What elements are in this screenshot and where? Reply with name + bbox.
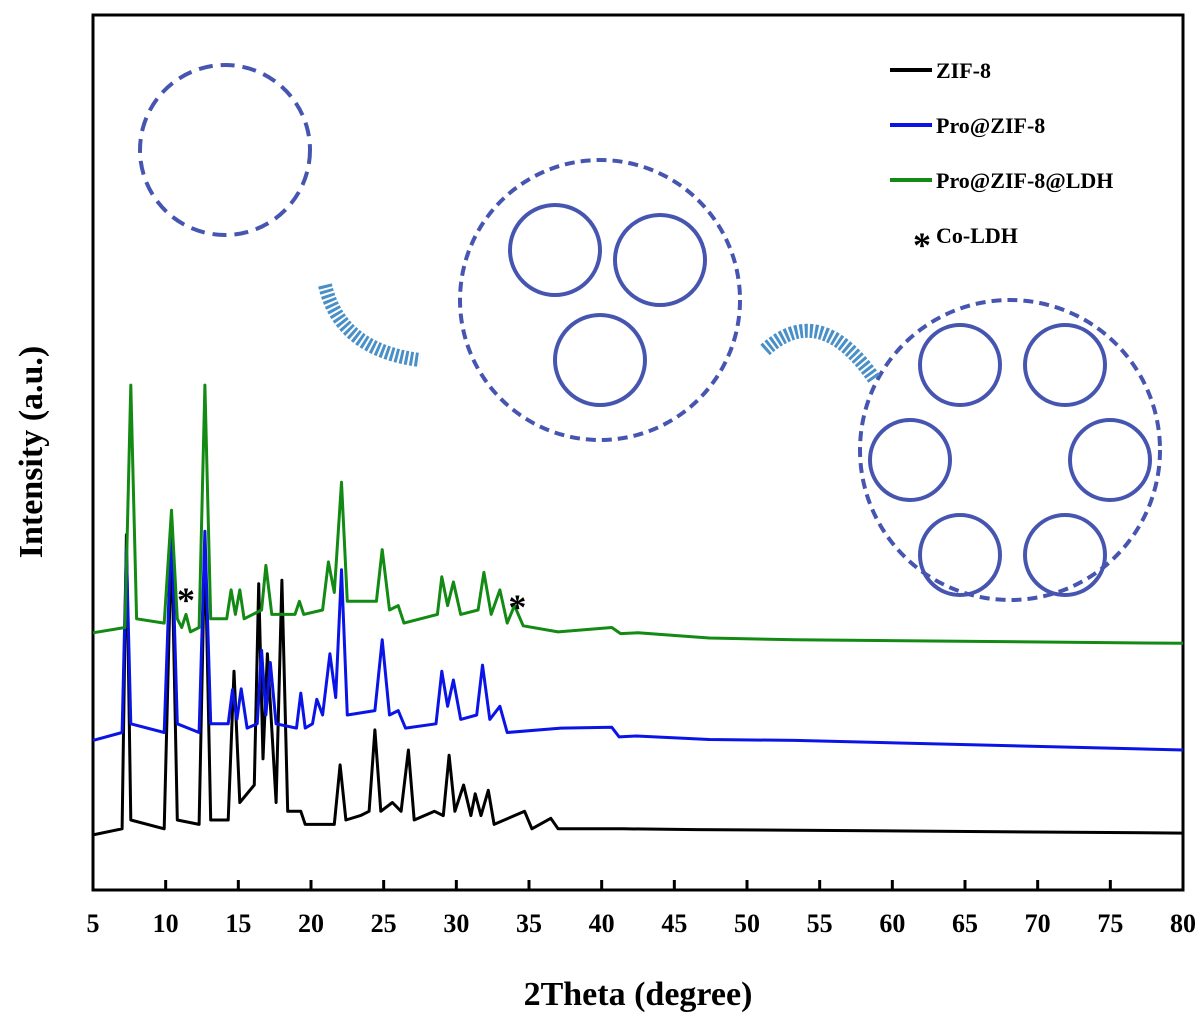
legend-label: ZIF-8 bbox=[936, 58, 991, 83]
x-tick-label: 60 bbox=[879, 909, 905, 938]
x-tick-label: 65 bbox=[952, 909, 978, 938]
annotation: * bbox=[508, 587, 526, 627]
x-tick-label: 25 bbox=[371, 909, 397, 938]
x-tick-label: 20 bbox=[298, 909, 324, 938]
x-tick-label: 80 bbox=[1170, 909, 1196, 938]
legend-label: Pro@ZIF-8@LDH bbox=[936, 168, 1113, 193]
x-tick-label: 75 bbox=[1097, 909, 1123, 938]
annotation: * bbox=[177, 580, 195, 620]
y-axis-label: Intensity (a.u.) bbox=[13, 346, 50, 559]
decoration bbox=[138, 63, 1162, 602]
x-tick-label: 30 bbox=[443, 909, 469, 938]
x-tick-label: 10 bbox=[153, 909, 179, 938]
x-tick-label: 15 bbox=[225, 909, 251, 938]
x-tick-label: 70 bbox=[1025, 909, 1051, 938]
series-line bbox=[92, 521, 1184, 752]
x-tick-label: 5 bbox=[87, 909, 100, 938]
x-tick-label: 55 bbox=[807, 909, 833, 938]
legend-label: Pro@ZIF-8 bbox=[936, 113, 1045, 138]
series-line bbox=[92, 533, 1184, 837]
series-line bbox=[92, 383, 1184, 645]
legend-label: Co-LDH bbox=[936, 223, 1018, 248]
plot-frame bbox=[91, 13, 1185, 892]
x-tick-label: 50 bbox=[734, 909, 760, 938]
legend-marker: * bbox=[913, 225, 931, 265]
x-tick-label: 40 bbox=[589, 909, 615, 938]
x-tick-label: 35 bbox=[516, 909, 542, 938]
x-tick-label: 45 bbox=[661, 909, 687, 938]
x-axis-label: 2Theta (degree) bbox=[524, 976, 753, 1013]
